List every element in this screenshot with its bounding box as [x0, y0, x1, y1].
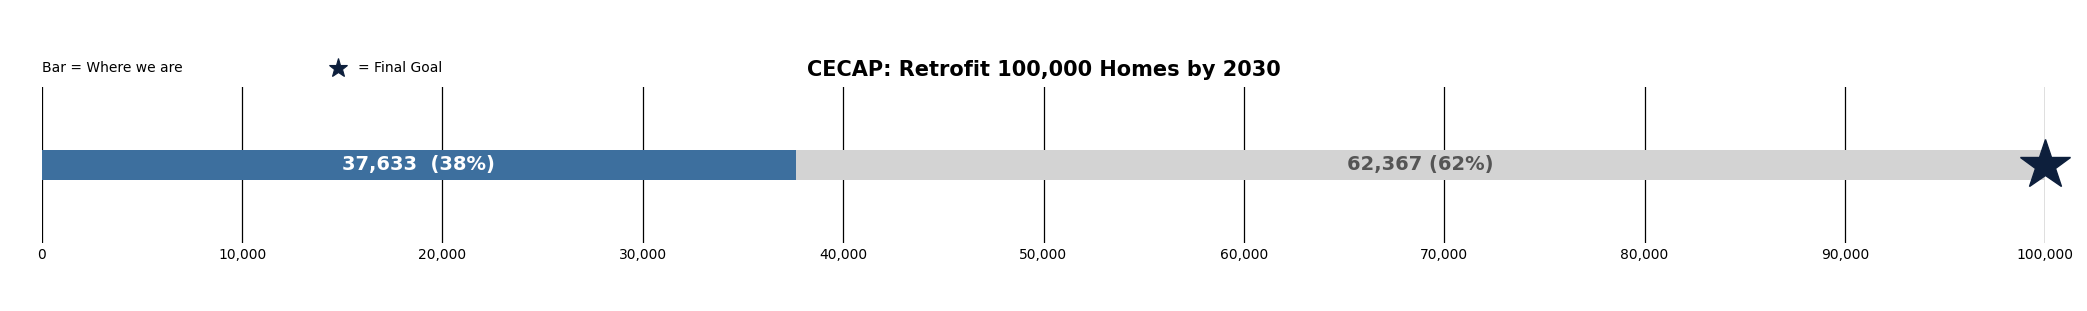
- Text: Bar = Where we are: Bar = Where we are: [42, 61, 182, 76]
- Bar: [42, 150, 795, 180]
- Title: CECAP: Retrofit 100,000 Homes by 2030: CECAP: Retrofit 100,000 Homes by 2030: [806, 60, 1281, 80]
- Text: 62,367 (62%): 62,367 (62%): [1348, 155, 1494, 174]
- Bar: [42, 150, 2045, 180]
- Text: 37,633  (38%): 37,633 (38%): [342, 155, 495, 174]
- Text: = Final Goal: = Final Goal: [359, 61, 442, 76]
